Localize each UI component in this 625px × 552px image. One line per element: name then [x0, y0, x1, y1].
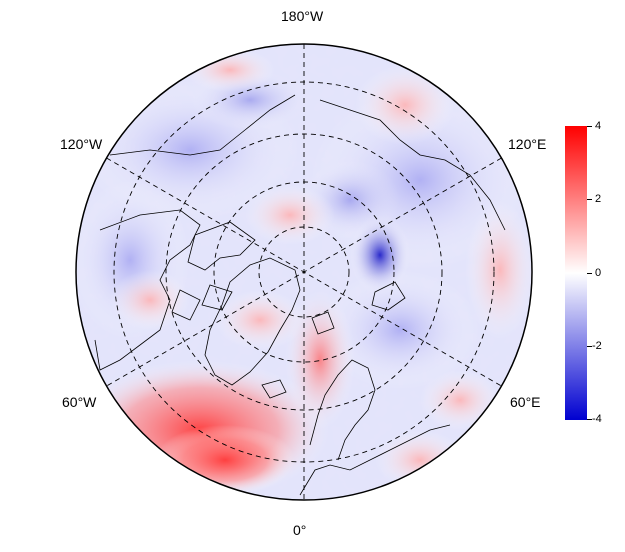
colorbar-tick-label: -2: [592, 340, 602, 352]
anomaly-field: [76, 44, 532, 500]
longitude-label-bottom: 0°: [293, 522, 307, 538]
colorbar-tick: [587, 419, 592, 420]
colorbar-tick: [587, 346, 592, 347]
north-america-coast: [94, 209, 201, 371]
alaska-coast: [109, 94, 296, 156]
colorbar-tick-label: -4: [592, 413, 602, 425]
longitude-label-upper-left: 120°W: [60, 136, 103, 152]
longitude-label-top: 180°W: [281, 8, 324, 24]
scandinavia-coast: [309, 359, 376, 461]
longitude-label-lower-left: 60°W: [62, 394, 97, 410]
colorbar-tick-label: 2: [595, 193, 602, 205]
colorbar-tick-label: 0: [595, 267, 602, 279]
colorbar-tick-label: 4: [595, 120, 602, 132]
colorbar-tick: [587, 273, 592, 274]
graticule: [106, 44, 502, 500]
novaya-zemlya-coast: [371, 281, 406, 311]
longitude-label-upper-right: 120°E: [508, 136, 547, 152]
iceland-coast: [261, 379, 287, 399]
colorbar-tick: [587, 126, 592, 127]
europe-coast: [299, 424, 451, 496]
longitude-label-lower-right: 60°E: [510, 394, 541, 410]
map-boundary: [75, 43, 533, 501]
siberia-coast: [319, 99, 506, 231]
svalbard-coast: [311, 311, 335, 335]
colorbar-tick: [587, 199, 592, 200]
colorbar: 4 2 0 -2 -4: [565, 120, 602, 425]
